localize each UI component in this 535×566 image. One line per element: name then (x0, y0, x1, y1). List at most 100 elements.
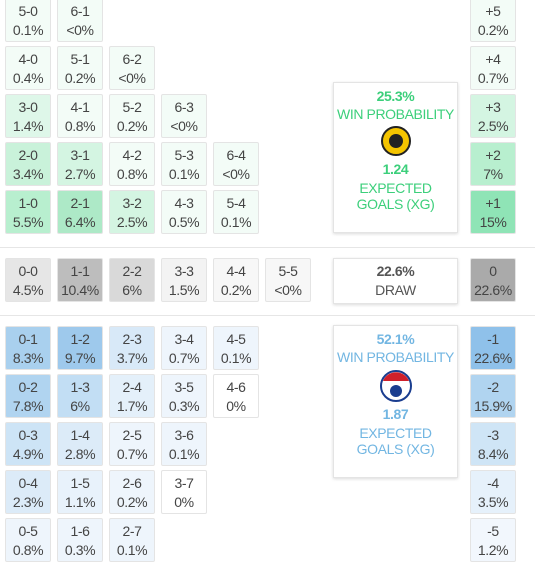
score-cell: 6-4 <0% (213, 142, 259, 186)
probability-label: 6.4% (64, 214, 96, 230)
away-xg: 1.87 (382, 406, 409, 422)
score-label: 3-7 (174, 475, 194, 491)
probability-label: 22.6% (474, 350, 512, 366)
score-cell: 2-7 0.1% (109, 518, 155, 562)
score-label: 3-0 (18, 99, 38, 115)
away-probability: 52.1% (376, 331, 415, 347)
score-label: 3-5 (174, 379, 194, 395)
score-label: 0-5 (18, 523, 38, 539)
score-label: 2-0 (18, 147, 38, 163)
score-cell: 2-1 6.4% (57, 190, 103, 234)
probability-label: 3.7% (116, 350, 148, 366)
score-label: 4-0 (18, 51, 38, 67)
draw-probability: 22.6% (376, 263, 415, 279)
score-cell: 4-3 0.5% (161, 190, 207, 234)
probability-label: 0.2% (64, 70, 96, 86)
score-label: 6-2 (122, 51, 142, 67)
probability-label: <0% (66, 22, 94, 38)
score-cell: 0-1 8.3% (5, 326, 51, 370)
away-logo (379, 370, 412, 402)
probability-label: 0.2% (116, 118, 148, 134)
score-cell: 4-6 0% (213, 374, 259, 418)
probability-label: <0% (170, 118, 198, 134)
probability-label: 0.7% (116, 446, 148, 462)
probability-label: 2.5% (477, 118, 509, 134)
probability-label: 3.5% (477, 494, 509, 510)
score-label: 1-2 (70, 331, 90, 347)
home-xg-label: EXPECTED GOALS (XG) (356, 180, 435, 212)
probability-label: 7% (483, 166, 503, 182)
score-label: 3-6 (174, 427, 194, 443)
separator (0, 247, 535, 248)
home-logo (380, 126, 411, 156)
score-cell: 4-2 0.8% (109, 142, 155, 186)
score-cell: 1-3 6% (57, 374, 103, 418)
score-label: 2-7 (122, 523, 142, 539)
probability-label: 0.7% (168, 350, 200, 366)
score-label: 6-4 (226, 147, 246, 163)
score-label: 2-4 (122, 379, 142, 395)
score-cell: 3-4 0.7% (161, 326, 207, 370)
score-cell: 0-3 4.9% (5, 422, 51, 466)
probability-label: 0% (226, 398, 246, 414)
score-label: 2-5 (122, 427, 142, 443)
score-label: 1-1 (70, 263, 90, 279)
score-cell: 3-3 1.5% (161, 258, 207, 302)
score-label: 5-0 (18, 3, 38, 19)
score-cell: 2-5 0.7% (109, 422, 155, 466)
probability-label: 5.5% (12, 214, 44, 230)
score-label: 2-2 (122, 263, 142, 279)
score-label: 4-2 (122, 147, 142, 163)
score-cell: 1-0 5.5% (5, 190, 51, 234)
score-cell: -1 22.6% (470, 326, 516, 370)
probability-label: <0% (222, 166, 250, 182)
score-label: 4-5 (226, 331, 246, 347)
score-label: 4-4 (226, 263, 246, 279)
score-cell: 0-5 0.8% (5, 518, 51, 562)
score-label: 0-2 (18, 379, 38, 395)
probability-label: 0.8% (12, 542, 44, 558)
score-label: 3-1 (70, 147, 90, 163)
separator (0, 315, 535, 316)
score-cell: 0-4 2.3% (5, 470, 51, 514)
score-label: 1-6 (70, 523, 90, 539)
probability-label: 0.5% (168, 214, 200, 230)
score-label: 6-3 (174, 99, 194, 115)
score-label: 0-0 (18, 263, 38, 279)
score-cell: 3-6 0.1% (161, 422, 207, 466)
probability-label: <0% (118, 70, 146, 86)
probability-label: 6% (70, 398, 90, 414)
score-cell: 5-3 0.1% (161, 142, 207, 186)
probability-label: 1.2% (477, 542, 509, 558)
score-label: 0-3 (18, 427, 38, 443)
probability-label: 0.7% (477, 70, 509, 86)
score-cell: 3-2 2.5% (109, 190, 155, 234)
probability-label: 9.7% (64, 350, 96, 366)
score-cell: 3-5 0.3% (161, 374, 207, 418)
probability-label: 0.3% (64, 542, 96, 558)
score-cell: +1 15% (470, 190, 516, 234)
score-label: -3 (487, 427, 499, 443)
score-cell: 3-1 2.7% (57, 142, 103, 186)
probability-label: 0.2% (116, 494, 148, 510)
score-cell: -4 3.5% (470, 470, 516, 514)
probability-label: 1.5% (168, 282, 200, 298)
score-label: 1-4 (70, 427, 90, 443)
probability-label: 0.1% (12, 22, 44, 38)
score-cell: 4-4 0.2% (213, 258, 259, 302)
score-cell: 5-5 <0% (265, 258, 311, 302)
draw-label: DRAW (375, 282, 416, 298)
score-label: 0-1 (18, 331, 38, 347)
home-probability: 25.3% (376, 88, 415, 104)
score-label: 3-2 (122, 195, 142, 211)
score-label: -2 (487, 379, 499, 395)
score-cell: 3-0 1.4% (5, 94, 51, 138)
probability-label: 8.3% (12, 350, 44, 366)
score-label: 6-1 (70, 3, 90, 19)
score-cell: 2-4 1.7% (109, 374, 155, 418)
score-cell: 6-2 <0% (109, 46, 155, 90)
score-cell: +4 0.7% (470, 46, 516, 90)
probability-label: 10.4% (61, 282, 99, 298)
score-label: +2 (485, 147, 501, 163)
probability-label: 2.8% (64, 446, 96, 462)
